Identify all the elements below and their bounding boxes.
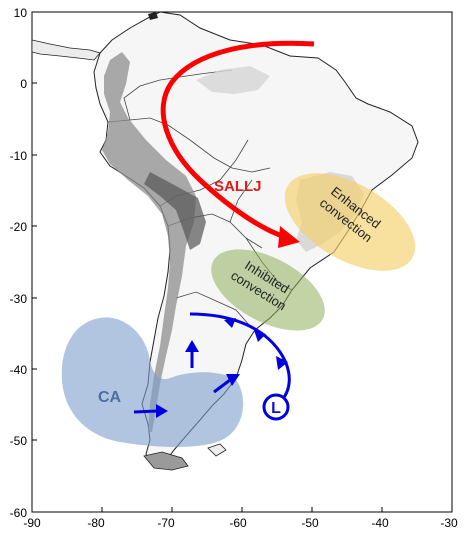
x-tick-label: -50: [301, 516, 319, 530]
guiana-highlands: [196, 66, 270, 94]
front-triangle-3: [276, 356, 288, 370]
falkland-islands: [207, 443, 227, 457]
x-tick-label: -70: [157, 516, 175, 530]
ca-label: CA: [98, 389, 122, 406]
x-axis: -90 -80 -70 -60 -50 -40 -30: [23, 507, 458, 530]
ca-zone: [61, 317, 244, 447]
y-tick-label: -10: [10, 149, 28, 163]
y-tick-label: -60: [10, 506, 28, 520]
low-pressure-label: L: [271, 400, 281, 417]
andes-topography: [102, 52, 196, 432]
y-tick-label: 0: [20, 77, 27, 91]
y-tick-label: -50: [10, 434, 28, 448]
sallj-label: SALLJ: [214, 178, 262, 195]
front-triangle-1: [224, 318, 236, 328]
central-america: [32, 39, 101, 61]
wind-arrow-2: [213, 378, 231, 394]
inhibited-convection-zone: [211, 249, 325, 331]
x-tick-label: -40: [371, 516, 389, 530]
enhanced-convection-zone: [284, 173, 416, 271]
y-tick-label: -30: [10, 292, 28, 306]
wind-arrow-3: [133, 409, 159, 414]
low-pressure-circle: [262, 393, 290, 421]
sallj-arrowhead: [278, 226, 300, 248]
y-tick-label: -20: [10, 220, 28, 234]
andes-highlands: [144, 172, 206, 250]
caribbean-island: [148, 12, 158, 20]
x-tick-label: -30: [440, 516, 458, 530]
y-axis: 10 0 -10 -20 -30 -40 -50 -60: [10, 6, 37, 520]
x-tick-label: -90: [23, 516, 41, 530]
x-tick-label: -60: [229, 516, 247, 530]
y-tick-label: -40: [10, 363, 28, 377]
sallj-arrow: [160, 40, 315, 241]
wind-arrows: [133, 340, 240, 418]
x-tick-label: -80: [87, 516, 105, 530]
y-tick-label: 10: [14, 6, 28, 20]
tierra-del-fuego: [143, 451, 189, 471]
front-triangle-2: [254, 330, 266, 342]
cold-front: [189, 312, 291, 401]
